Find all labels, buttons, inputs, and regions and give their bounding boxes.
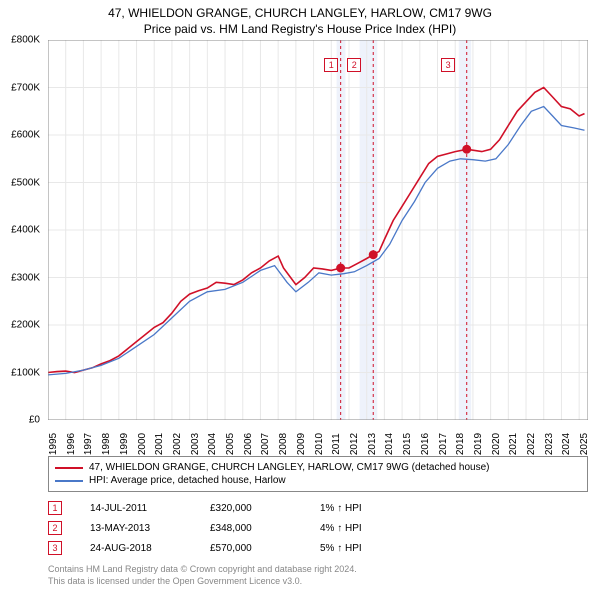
y-tick-label: £100K xyxy=(11,367,40,378)
x-tick-label: 2017 xyxy=(438,433,449,455)
chart-container: 47, WHIELDON GRANGE, CHURCH LANGLEY, HAR… xyxy=(0,0,600,590)
x-tick-label: 2022 xyxy=(526,433,537,455)
x-tick-label: 2014 xyxy=(384,433,395,455)
x-tick-label: 2007 xyxy=(260,433,271,455)
x-tick-label: 2016 xyxy=(420,433,431,455)
sales-table: 1 14-JUL-2011£320,0001% ↑ HPI 2 13-MAY-2013… xyxy=(48,498,588,558)
chart-title: 47, WHIELDON GRANGE, CHURCH LANGLEY, HAR… xyxy=(0,0,600,20)
sale-marker-icon: 3 xyxy=(48,541,62,555)
sale-date: 24-AUG-2018 xyxy=(90,543,210,554)
x-tick-label: 2003 xyxy=(190,433,201,455)
sale-pct-vs-hpi: 4% ↑ HPI xyxy=(320,523,410,534)
x-tick-label: 2023 xyxy=(544,433,555,455)
y-tick-label: £800K xyxy=(11,35,40,46)
legend-label-property: 47, WHIELDON GRANGE, CHURCH LANGLEY, HAR… xyxy=(89,462,490,473)
sale-date: 14-JUL-2011 xyxy=(90,503,210,514)
sale-marker-icon: 1 xyxy=(48,501,62,515)
legend-item-property: 47, WHIELDON GRANGE, CHURCH LANGLEY, HAR… xyxy=(55,461,581,474)
sale-marker-on-chart: 2 xyxy=(347,58,361,72)
x-tick-label: 2005 xyxy=(225,433,236,455)
x-tick-label: 1997 xyxy=(83,433,94,455)
sale-date: 13-MAY-2013 xyxy=(90,523,210,534)
attribution-footer: Contains HM Land Registry data © Crown c… xyxy=(48,564,588,587)
chart-area: £0£100K£200K£300K£400K£500K£600K£700K£80… xyxy=(48,40,588,420)
x-tick-label: 2000 xyxy=(137,433,148,455)
footer-line-2: This data is licensed under the Open Gov… xyxy=(48,576,588,588)
sale-price: £320,000 xyxy=(210,503,320,514)
sale-row: 3 24-AUG-2018£570,0005% ↑ HPI xyxy=(48,538,588,558)
sale-price: £570,000 xyxy=(210,543,320,554)
y-tick-label: £300K xyxy=(11,272,40,283)
legend-label-hpi: HPI: Average price, detached house, Harl… xyxy=(89,475,286,486)
y-tick-label: £0 xyxy=(29,415,40,426)
x-tick-label: 2021 xyxy=(508,433,519,455)
sale-row: 2 13-MAY-2013£348,0004% ↑ HPI xyxy=(48,518,588,538)
x-tick-label: 2002 xyxy=(172,433,183,455)
x-tick-label: 2020 xyxy=(491,433,502,455)
x-tick-label: 2004 xyxy=(207,433,218,455)
x-tick-label: 2018 xyxy=(455,433,466,455)
sale-marker-on-chart: 3 xyxy=(441,58,455,72)
x-tick-label: 2009 xyxy=(296,433,307,455)
legend-swatch-hpi xyxy=(55,480,83,482)
sale-pct-vs-hpi: 1% ↑ HPI xyxy=(320,503,410,514)
sale-pct-vs-hpi: 5% ↑ HPI xyxy=(320,543,410,554)
sale-marker-on-chart: 1 xyxy=(324,58,338,72)
line-chart-svg xyxy=(48,40,588,420)
x-tick-label: 1995 xyxy=(48,433,59,455)
x-tick-label: 2019 xyxy=(473,433,484,455)
y-tick-label: £200K xyxy=(11,320,40,331)
sale-row: 1 14-JUL-2011£320,0001% ↑ HPI xyxy=(48,498,588,518)
y-tick-label: £600K xyxy=(11,130,40,141)
legend: 47, WHIELDON GRANGE, CHURCH LANGLEY, HAR… xyxy=(48,456,588,492)
x-tick-label: 2001 xyxy=(154,433,165,455)
x-tick-label: 2006 xyxy=(243,433,254,455)
y-tick-label: £700K xyxy=(11,82,40,93)
y-tick-label: £500K xyxy=(11,177,40,188)
y-tick-label: £400K xyxy=(11,225,40,236)
x-tick-label: 2013 xyxy=(367,433,378,455)
legend-swatch-property xyxy=(55,467,83,469)
x-tick-label: 2011 xyxy=(331,433,342,455)
x-tick-label: 2024 xyxy=(561,433,572,455)
x-tick-label: 2015 xyxy=(402,433,413,455)
x-tick-label: 2010 xyxy=(314,433,325,455)
x-axis-labels: 1995 1996 1997 1998 1999 2000 2001 2002 2003 2004… xyxy=(48,420,588,452)
chart-subtitle: Price paid vs. HM Land Registry's House … xyxy=(0,20,600,40)
footer-line-1: Contains HM Land Registry data © Crown c… xyxy=(48,564,588,576)
x-tick-label: 1996 xyxy=(66,433,77,455)
x-tick-label: 1999 xyxy=(119,433,130,455)
x-tick-label: 2025 xyxy=(579,433,590,455)
x-tick-label: 2008 xyxy=(278,433,289,455)
y-axis-labels: £0£100K£200K£300K£400K£500K£600K£700K£80… xyxy=(0,40,44,420)
sale-price: £348,000 xyxy=(210,523,320,534)
x-tick-label: 2012 xyxy=(349,433,360,455)
sale-marker-icon: 2 xyxy=(48,521,62,535)
legend-item-hpi: HPI: Average price, detached house, Harl… xyxy=(55,474,581,487)
x-tick-label: 1998 xyxy=(101,433,112,455)
